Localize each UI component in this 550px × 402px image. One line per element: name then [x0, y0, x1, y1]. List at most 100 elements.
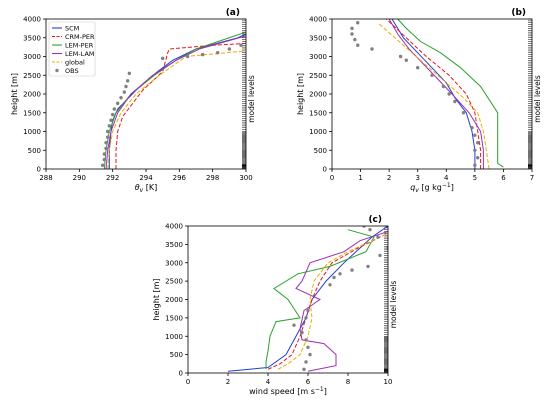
point-obs — [404, 58, 408, 62]
legend-label: global — [65, 58, 85, 66]
point-obs — [473, 163, 477, 167]
x-tick-label: 0 — [186, 378, 190, 386]
point-obs — [441, 84, 446, 89]
y-tick-label: 4000 — [165, 223, 183, 231]
point-obs — [105, 135, 110, 139]
plot-frame — [331, 18, 533, 170]
point-obs — [473, 133, 477, 137]
x-tick-label: 6 — [501, 174, 506, 182]
legend-label: OBS — [65, 67, 79, 75]
y-tick-label: 1500 — [165, 314, 183, 322]
point-obs — [102, 152, 107, 156]
point-obs — [350, 26, 354, 31]
legend-label: CRM-PER — [65, 33, 95, 41]
point-obs — [453, 99, 457, 104]
point-obs — [304, 316, 308, 320]
series-line-scm — [391, 19, 476, 169]
plot-frame — [187, 225, 389, 374]
y-tick-label: 500 — [314, 147, 327, 155]
point-obs — [125, 79, 130, 83]
x-tick-label: 296 — [173, 174, 187, 182]
y-tick-label: 3500 — [23, 34, 41, 42]
point-obs — [122, 90, 127, 94]
legend-label: LEM-LAM — [65, 50, 95, 58]
point-obs — [306, 308, 310, 313]
y-tick-label: 1000 — [165, 333, 183, 341]
y-tick-label: 1500 — [309, 109, 327, 117]
y-axis-label: height [m] — [296, 73, 305, 115]
y-tick-label: 1000 — [309, 128, 327, 136]
panel-1: 0 1 2 3 4 5 6 7 0 500 1000 1500 2000 2500 3000 3500 4000… — [296, 8, 542, 194]
panel-label: (b) — [511, 8, 526, 18]
legend-label: LEM-PER — [65, 41, 94, 49]
x-tick-label: 5 — [473, 174, 477, 182]
x-tick-label: 300 — [239, 174, 252, 182]
point-obs — [160, 56, 165, 61]
point-obs — [368, 227, 372, 232]
y-tick-label: 3500 — [309, 34, 327, 42]
y-tick-label: 0 — [37, 166, 41, 174]
point-obs — [476, 156, 480, 160]
point-obs — [378, 253, 382, 258]
point-obs — [104, 146, 108, 151]
point-obs — [476, 141, 480, 145]
point-obs — [470, 126, 474, 130]
point-obs — [292, 323, 296, 327]
y-tick-label: 2000 — [23, 91, 41, 99]
x-axis-label: θv [K] — [135, 183, 158, 194]
series-line-global — [107, 50, 246, 169]
point-obs — [215, 51, 220, 55]
model-levels-label: model levels — [389, 281, 398, 329]
x-tick-label: 294 — [139, 174, 153, 182]
series-line-scm — [227, 226, 388, 372]
y-tick-label: 2000 — [309, 91, 327, 99]
series-line-lem-lam — [388, 19, 484, 169]
panel-label: (a) — [226, 8, 240, 18]
y-tick-label: 2500 — [165, 278, 183, 286]
point-obs — [105, 129, 110, 134]
series-group — [350, 19, 504, 169]
x-tick-label: 4 — [266, 378, 271, 386]
point-obs — [227, 47, 232, 51]
model-levels-label: model levels — [533, 75, 542, 123]
point-obs — [370, 47, 374, 51]
point-obs — [461, 111, 466, 115]
series-line-lem-per — [397, 19, 504, 168]
x-tick-label: 292 — [106, 174, 119, 182]
point-obs — [109, 118, 113, 122]
x-tick-label: 2 — [226, 378, 230, 386]
point-obs — [100, 163, 105, 167]
point-obs — [416, 66, 420, 70]
x-tick-label: 290 — [73, 174, 86, 182]
point-obs — [328, 283, 332, 287]
point-obs — [104, 141, 108, 145]
y-tick-label: 3000 — [165, 259, 183, 267]
y-tick-label: 4000 — [309, 16, 327, 24]
y-tick-label: 2500 — [309, 72, 327, 80]
point-obs — [306, 345, 310, 349]
point-obs — [332, 275, 336, 280]
point-obs — [102, 157, 107, 162]
y-tick-label: 2000 — [165, 296, 183, 304]
y-tick-label: 500 — [170, 351, 183, 359]
series-group — [100, 31, 246, 169]
point-obs — [356, 43, 360, 47]
point-obs — [304, 360, 308, 364]
x-tick-label: 8 — [346, 378, 350, 386]
point-obs — [353, 37, 357, 42]
x-tick-label: 288 — [39, 174, 52, 182]
point-obs — [338, 272, 342, 276]
x-tick-label: 3 — [415, 174, 419, 182]
y-axis-label: height [m] — [10, 73, 19, 115]
point-obs — [362, 226, 366, 228]
model-levels-label: model levels — [247, 75, 256, 123]
series-line-global — [377, 22, 490, 169]
point-obs — [386, 246, 388, 250]
y-axis-label: height [m] — [152, 278, 161, 320]
y-tick-label: 500 — [28, 147, 41, 155]
y-tick-label: 0 — [323, 166, 327, 174]
point-obs — [398, 54, 403, 59]
legend-swatch — [55, 68, 59, 73]
x-tick-label: 1 — [358, 174, 362, 182]
